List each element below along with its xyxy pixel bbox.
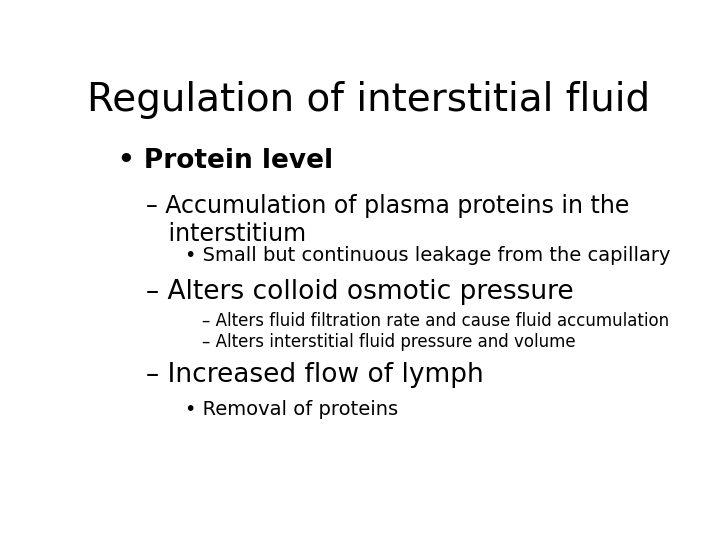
Text: – Increased flow of lymph: – Increased flow of lymph [145, 362, 484, 388]
Text: Regulation of interstitial fluid: Regulation of interstitial fluid [87, 82, 651, 119]
Text: • Small but continuous leakage from the capillary: • Small but continuous leakage from the … [185, 246, 670, 265]
Text: – Alters interstitial fluid pressure and volume: – Alters interstitial fluid pressure and… [202, 333, 575, 351]
Text: – Alters colloid osmotic pressure: – Alters colloid osmotic pressure [145, 279, 573, 305]
Text: – Alters fluid filtration rate and cause fluid accumulation: – Alters fluid filtration rate and cause… [202, 312, 669, 330]
Text: • Removal of proteins: • Removal of proteins [185, 400, 398, 419]
Text: • Protein level: • Protein level [118, 148, 333, 174]
Text: – Accumulation of plasma proteins in the
   interstitium: – Accumulation of plasma proteins in the… [145, 194, 629, 246]
